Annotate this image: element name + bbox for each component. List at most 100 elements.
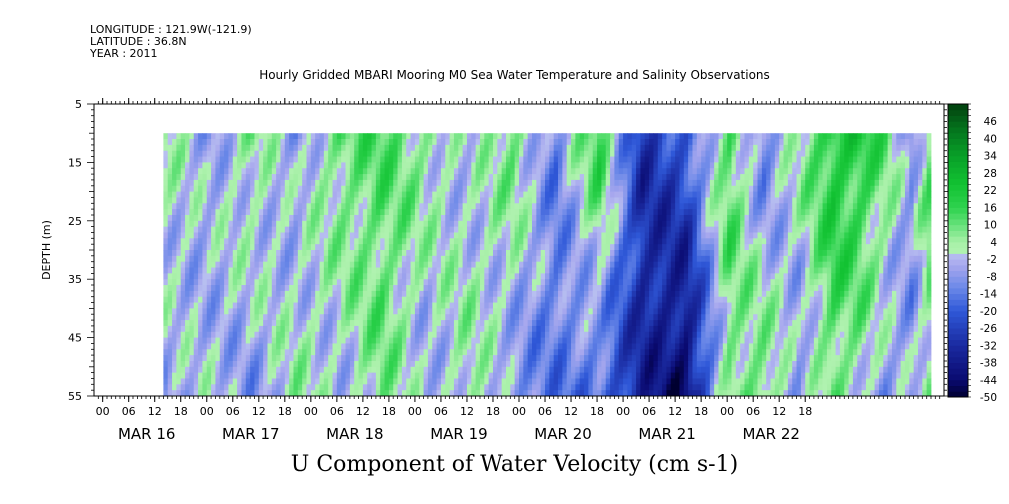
heatmap-cell <box>202 349 208 356</box>
heatmap-cell <box>501 331 507 338</box>
heatmap-cell <box>189 214 195 222</box>
heatmap-cell <box>401 290 407 298</box>
heatmap-cell <box>571 290 576 298</box>
heatmap-cell <box>519 261 524 268</box>
heatmap-cell <box>423 349 429 356</box>
heatmap-cell <box>241 290 247 298</box>
heatmap-cell <box>575 285 581 292</box>
heatmap-cell <box>323 302 329 309</box>
heatmap-cell <box>388 197 394 204</box>
heatmap-cell <box>618 355 624 362</box>
heatmap-cell <box>566 308 572 315</box>
heatmap-cell <box>198 331 203 338</box>
heatmap-cell <box>341 296 346 303</box>
heatmap-cell <box>245 139 251 146</box>
heatmap-cell <box>618 390 624 397</box>
heatmap-cell <box>345 366 351 374</box>
heatmap-cell <box>627 261 633 268</box>
heatmap-cell <box>280 220 286 228</box>
heatmap-cell <box>497 232 503 239</box>
heatmap-cell <box>571 366 576 374</box>
heatmap-cell <box>484 355 490 362</box>
heatmap-cell <box>245 203 251 210</box>
heatmap-cell <box>488 209 494 216</box>
heatmap-cell <box>501 314 507 321</box>
heatmap-cell <box>380 250 385 257</box>
heatmap-cell <box>271 360 277 368</box>
heatmap-cell <box>193 314 199 321</box>
heatmap-cell <box>414 290 420 298</box>
heatmap-cell <box>215 337 221 344</box>
heatmap-cell <box>519 343 524 350</box>
heatmap-cell <box>306 355 312 362</box>
heatmap-cell <box>562 325 568 333</box>
heatmap-cell <box>510 290 516 298</box>
heatmap-cell <box>536 384 542 391</box>
heatmap-cell <box>440 162 446 169</box>
heatmap-cell <box>367 203 372 210</box>
heatmap-cell <box>497 185 503 192</box>
heatmap-cell <box>445 337 451 344</box>
heatmap-cell <box>176 191 182 198</box>
heatmap-cell <box>466 384 472 391</box>
heatmap-cell <box>471 261 477 268</box>
heatmap-cell <box>176 302 182 309</box>
heatmap-cell <box>354 320 359 327</box>
heatmap-cell <box>640 337 646 344</box>
heatmap-cell <box>185 203 190 210</box>
heatmap-cell <box>384 331 390 338</box>
heatmap-cell <box>237 279 242 286</box>
heatmap-cell <box>527 139 533 146</box>
heatmap-cell <box>393 174 398 181</box>
heatmap-cell <box>588 238 594 245</box>
heatmap-cell <box>597 214 602 222</box>
heatmap-cell <box>510 378 516 385</box>
heatmap-cell <box>232 390 238 397</box>
heatmap-cell <box>453 226 459 233</box>
heatmap-cell <box>440 232 446 239</box>
heatmap-cell <box>519 244 524 251</box>
heatmap-cell <box>462 378 468 385</box>
heatmap-cell <box>623 139 628 146</box>
heatmap-cell <box>267 314 273 321</box>
heatmap-cell <box>640 197 646 204</box>
heatmap-cell <box>510 226 516 233</box>
heatmap-cell <box>323 174 329 181</box>
heatmap-cell <box>475 279 481 286</box>
heatmap-cell <box>584 372 589 379</box>
heatmap-cell <box>254 360 260 368</box>
heatmap-cell <box>553 179 559 187</box>
heatmap-cell <box>319 185 325 192</box>
heatmap-cell <box>198 337 203 344</box>
heatmap-cell <box>375 255 381 263</box>
heatmap-cell <box>397 331 403 338</box>
heatmap-cell <box>198 162 203 169</box>
heatmap-cell <box>540 179 546 187</box>
heatmap-cell <box>436 360 442 368</box>
heatmap-cell <box>453 220 459 228</box>
heatmap-cell <box>302 238 307 245</box>
heatmap-cell <box>362 360 368 368</box>
heatmap-cell <box>419 139 424 146</box>
heatmap-cell <box>610 179 615 187</box>
heatmap-cell <box>206 325 212 333</box>
heatmap-cell <box>284 390 290 397</box>
heatmap-cell <box>614 325 620 333</box>
heatmap-cell <box>263 185 268 192</box>
heatmap-cell <box>206 209 212 216</box>
heatmap-cell <box>514 174 520 181</box>
heatmap-cell <box>605 174 611 181</box>
heatmap-cell <box>462 232 468 239</box>
heatmap-cell <box>302 244 307 251</box>
heatmap-cell <box>449 349 455 356</box>
heatmap-cell <box>536 331 542 338</box>
heatmap-cell <box>419 150 424 157</box>
heatmap-cell <box>427 214 433 222</box>
heatmap-cell <box>562 174 568 181</box>
heatmap-cell <box>401 232 407 239</box>
heatmap-cell <box>575 179 581 187</box>
heatmap-cell <box>532 349 537 356</box>
heatmap-cell <box>536 174 542 181</box>
heatmap-cell <box>185 290 190 298</box>
heatmap-cell <box>562 191 568 198</box>
